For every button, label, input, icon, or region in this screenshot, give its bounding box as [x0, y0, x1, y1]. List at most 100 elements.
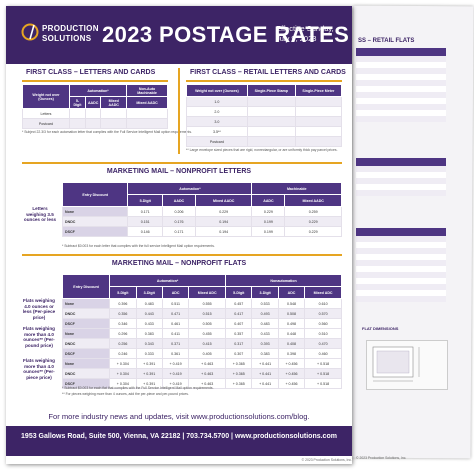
rate-cell: + 0.419: [161, 368, 190, 379]
rate-cell: 0.408: [277, 338, 306, 349]
table-cell: [246, 136, 296, 147]
rate-cell: 0.483: [251, 318, 279, 329]
rate-cell: 0.483: [135, 298, 163, 309]
rate-cell: + 0.365: [225, 378, 253, 389]
rate-cell: + 0.419: [161, 378, 190, 389]
back-sheet-title: SS – RETAIL FLATS: [358, 38, 415, 44]
mm-letters-footnote: * Subtract $0.003 for each letter that c…: [62, 244, 215, 248]
rate-cell: 0.259: [284, 206, 342, 217]
effective-date-line1: Effective Sunday,: [276, 24, 334, 33]
table-row: DNDC + 0.304 + 0.391 + 0.419 + 0.463 + 0.365 +…: [61, 368, 342, 379]
fc-letters-group-automation: Automation*: [68, 84, 128, 97]
rate-cell: + 0.365: [225, 368, 253, 379]
table-cell: [294, 96, 343, 107]
rate-cell: 0.229: [251, 206, 286, 217]
table-row: 1.0: [186, 96, 343, 107]
rate-cell: + 0.365: [225, 358, 253, 369]
table-row: Letters: [22, 108, 168, 119]
rate-cell: 0.498: [277, 318, 306, 329]
rate-cell: + 0.456: [277, 378, 306, 389]
rate-cell: + 0.419: [161, 358, 190, 369]
rate-cell: + 0.441: [251, 368, 279, 379]
rate-cell: 0.555: [188, 298, 227, 309]
table-row: DNDC 0.151 0.176 0.194 0.199 0.229: [61, 216, 342, 227]
table-row: DSCF 0.146 0.171 0.194 0.199 0.229: [61, 226, 342, 237]
rate-cell: + 0.391: [135, 368, 163, 379]
effective-date-line2: July 9, 2023: [276, 34, 317, 43]
table-cell: 3.5**: [186, 126, 248, 137]
mm-flats-body-3: None + 0.304 + 0.391 + 0.419 + 0.463 + 0.365 +…: [61, 358, 342, 389]
entry-discount-cell: DNDC: [61, 338, 111, 349]
mm-letters-col: AADC: [162, 194, 196, 207]
rate-cell: + 0.518: [304, 368, 342, 379]
mm-flats-col: 3-Digit: [251, 286, 279, 299]
rate-cell: + 0.304: [109, 368, 137, 379]
mm-letters-col: Mixed AADC: [284, 194, 342, 207]
table-row: Postcard: [186, 136, 343, 147]
mm-flats-group-label: Flats weighing 4.0 ounces or less (Per-p…: [22, 298, 56, 321]
rate-cell: 0.533: [251, 298, 279, 309]
mm-flats-table: Entry Discount Automation* Nonautomation…: [61, 274, 342, 389]
mm-flats-group-automation: Automation*: [109, 274, 227, 287]
mm-flats-body-2: None 0.296 0.383 0.411 0.455 0.357 0.433 0.448 0…: [61, 328, 342, 359]
rate-cell: 0.505: [188, 318, 227, 329]
divider: [22, 162, 342, 164]
table-row: None 0.396 0.483 0.511 0.555 0.457 0.533 0.548 0…: [61, 298, 342, 309]
rate-cell: 0.510: [304, 328, 342, 339]
table-row: DSCF 0.246 0.333 0.361 0.405 0.307 0.383 0.398 0…: [61, 348, 342, 359]
mm-letters-group-automation: Automation*: [127, 182, 253, 195]
rate-cell: 0.508: [277, 308, 306, 319]
rate-cell: 0.415: [188, 338, 227, 349]
mm-letters-row-label: Letters weighing 3.5 ounces or less: [23, 206, 57, 223]
mm-letters-col: Entry Discount: [61, 182, 129, 207]
rate-cell: 0.560: [304, 318, 342, 329]
rate-cell: 0.361: [161, 348, 190, 359]
rate-cell: 0.417: [225, 308, 253, 319]
rate-cell: 0.433: [135, 318, 163, 329]
divider: [186, 80, 342, 82]
entry-discount-cell: DNDC: [61, 216, 129, 227]
rate-cell: + 0.441: [251, 378, 279, 389]
header-bar: [6, 6, 352, 64]
table-cell: [68, 118, 86, 129]
rate-cell: 0.396: [109, 298, 137, 309]
rate-cell: 0.176: [162, 216, 196, 227]
mm-flats-group-label: Flats weighing more than 4.0 ounces** (P…: [23, 358, 55, 381]
rate-cell: + 0.518: [304, 378, 342, 389]
table-cell: 2.0: [186, 106, 248, 117]
mm-flats-footnote-2: ** For pieces weighing more than 4 ounce…: [62, 392, 189, 396]
table-cell: 1.0: [186, 96, 248, 107]
mm-flats-col: Mixed ADC: [304, 286, 342, 299]
flat-dimensions-diagram: [366, 340, 448, 390]
table-cell: [294, 106, 343, 117]
rate-cell: 0.307: [225, 348, 253, 359]
rate-cell: 0.570: [304, 308, 342, 319]
mm-flats-col: ADC: [277, 286, 306, 299]
table-cell: [126, 108, 168, 119]
rate-cell: 0.333: [135, 348, 163, 359]
section-title-fc-letters: FIRST CLASS – LETTERS AND CARDS: [26, 69, 156, 76]
mm-flats-col: 5-Digit: [109, 286, 137, 299]
fc-retail-col: Weight not over (Ounces): [186, 84, 248, 97]
rate-cell: 0.433: [251, 328, 279, 339]
rate-cell: 0.194: [194, 216, 253, 227]
logo-text-line2: SOLUTIONS: [42, 34, 92, 43]
rate-cell: 0.199: [251, 216, 286, 227]
mm-letters-table: Entry Discount Automation* Machinable 5-…: [61, 182, 342, 237]
rate-cell: 0.443: [135, 308, 163, 319]
mm-flats-col: 3-Digit: [135, 286, 163, 299]
rate-cell: 0.493: [251, 308, 279, 319]
rate-cell: 0.171: [162, 226, 196, 237]
rate-cell: + 0.463: [188, 358, 227, 369]
rate-cell: 0.317: [225, 338, 253, 349]
rate-cell: 0.610: [304, 298, 342, 309]
fc-letters-footnote: * Subject 22.3/3 for each automation let…: [22, 130, 192, 134]
mm-letters-body: None 0.171 0.206 0.229 0.229 0.259 DNDC 0.151 0.…: [61, 206, 342, 237]
rate-cell: 0.229: [284, 226, 342, 237]
mm-flats-group-label: Flats weighing more than 4.0 ounces** (P…: [23, 326, 55, 349]
table-cell: [246, 96, 296, 107]
divider: [22, 80, 168, 82]
front-sheet: PRODUCTION SOLUTIONS 2023 POSTAGE RATES …: [6, 6, 352, 464]
table-row: None 0.171 0.206 0.229 0.229 0.259: [61, 206, 342, 217]
mm-flats-group-nonautomation: Nonautomation: [225, 274, 342, 287]
